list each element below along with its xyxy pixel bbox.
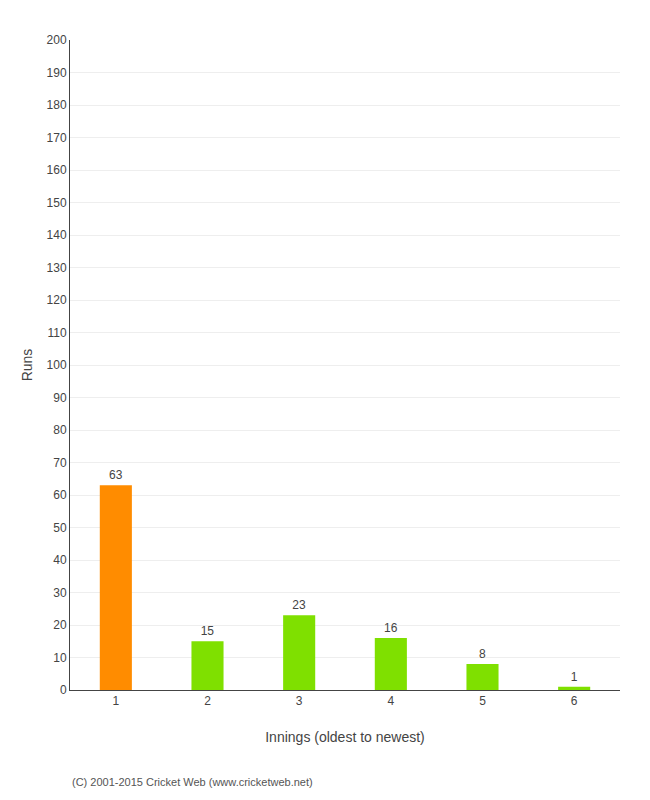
svg-text:160: 160 xyxy=(47,163,67,177)
svg-text:10: 10 xyxy=(53,651,67,665)
svg-text:1: 1 xyxy=(571,670,578,684)
svg-text:15: 15 xyxy=(201,624,215,638)
svg-text:3: 3 xyxy=(296,694,303,708)
svg-text:140: 140 xyxy=(47,228,67,242)
svg-text:170: 170 xyxy=(47,131,67,145)
svg-text:180: 180 xyxy=(47,98,67,112)
svg-text:70: 70 xyxy=(53,456,67,470)
svg-text:16: 16 xyxy=(384,621,398,635)
svg-text:130: 130 xyxy=(47,261,67,275)
svg-text:2: 2 xyxy=(204,694,211,708)
svg-text:63: 63 xyxy=(109,468,123,482)
svg-text:40: 40 xyxy=(53,553,67,567)
svg-text:6: 6 xyxy=(571,694,578,708)
svg-text:60: 60 xyxy=(53,488,67,502)
svg-text:110: 110 xyxy=(47,326,66,340)
svg-text:8: 8 xyxy=(479,647,486,661)
svg-text:150: 150 xyxy=(47,196,67,210)
svg-text:50: 50 xyxy=(53,521,67,535)
svg-text:100: 100 xyxy=(47,358,67,372)
svg-text:0: 0 xyxy=(60,683,67,697)
svg-text:4: 4 xyxy=(387,694,394,708)
svg-text:120: 120 xyxy=(47,293,67,307)
svg-text:90: 90 xyxy=(53,391,67,405)
svg-text:190: 190 xyxy=(47,66,67,80)
svg-text:20: 20 xyxy=(53,618,67,632)
svg-text:80: 80 xyxy=(53,423,67,437)
svg-text:30: 30 xyxy=(53,586,67,600)
svg-text:Innings (oldest to newest): Innings (oldest to newest) xyxy=(265,729,425,745)
svg-text:5: 5 xyxy=(479,694,486,708)
svg-text:1: 1 xyxy=(112,694,119,708)
svg-text:(C) 2001-2015 Cricket Web (www: (C) 2001-2015 Cricket Web (www.cricketwe… xyxy=(72,776,313,788)
svg-text:200: 200 xyxy=(47,33,67,47)
svg-text:Runs: Runs xyxy=(19,349,35,382)
svg-text:23: 23 xyxy=(292,598,306,612)
